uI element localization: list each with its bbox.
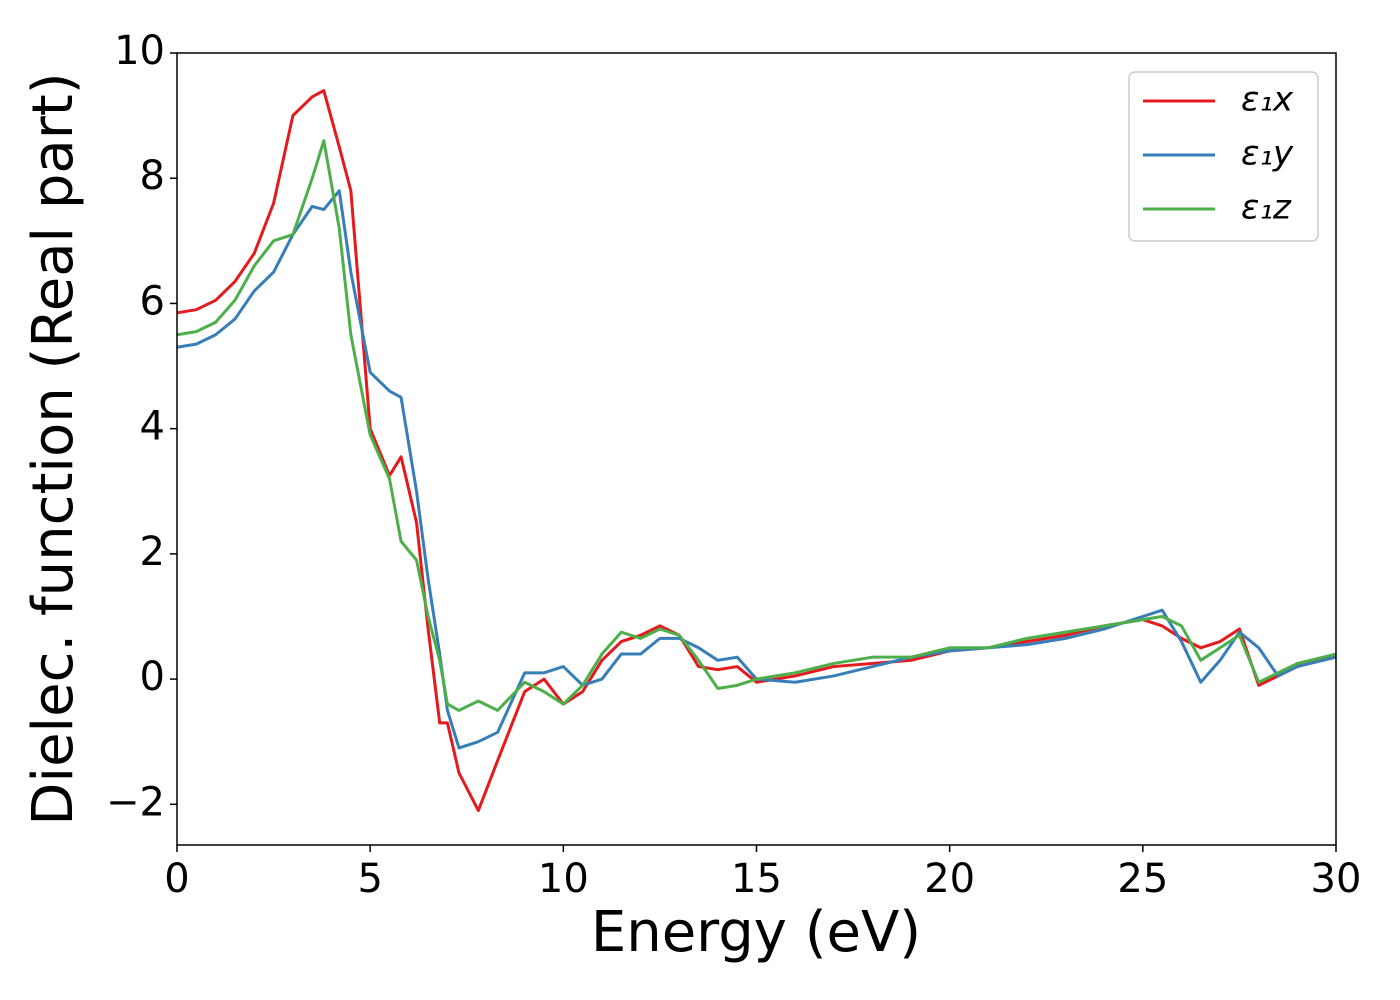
data-line xyxy=(176,189,1337,750)
legend-box xyxy=(1128,71,1319,242)
plot-frame xyxy=(176,52,1337,846)
y-tick-label: 4 xyxy=(140,404,165,450)
y-tick-label: 6 xyxy=(140,278,165,324)
y-tick-label: 0 xyxy=(140,654,165,700)
x-tick-label: 15 xyxy=(731,856,782,902)
x-tick-label: 0 xyxy=(164,856,189,902)
x-tick-label: 30 xyxy=(1311,856,1362,902)
y-tick-label: 10 xyxy=(114,28,165,74)
y-tick-label: 8 xyxy=(140,153,165,199)
x-tick-label: 5 xyxy=(357,856,382,902)
data-line xyxy=(176,139,1337,712)
data-line xyxy=(176,89,1337,813)
x-axis-label: Energy (eV) xyxy=(591,900,921,965)
x-tick-label: 10 xyxy=(538,856,589,902)
y-axis-label: Dielec. function (Real part) xyxy=(21,72,86,825)
legend-label: ε₁x xyxy=(1241,80,1294,120)
legend-label: ε₁z xyxy=(1241,188,1292,228)
y-tick-label: −2 xyxy=(106,779,165,825)
legend-label: ε₁y xyxy=(1241,134,1294,174)
y-tick-label: 2 xyxy=(140,529,165,575)
x-tick-label: 25 xyxy=(1117,856,1168,902)
x-tick-label: 20 xyxy=(924,856,975,902)
